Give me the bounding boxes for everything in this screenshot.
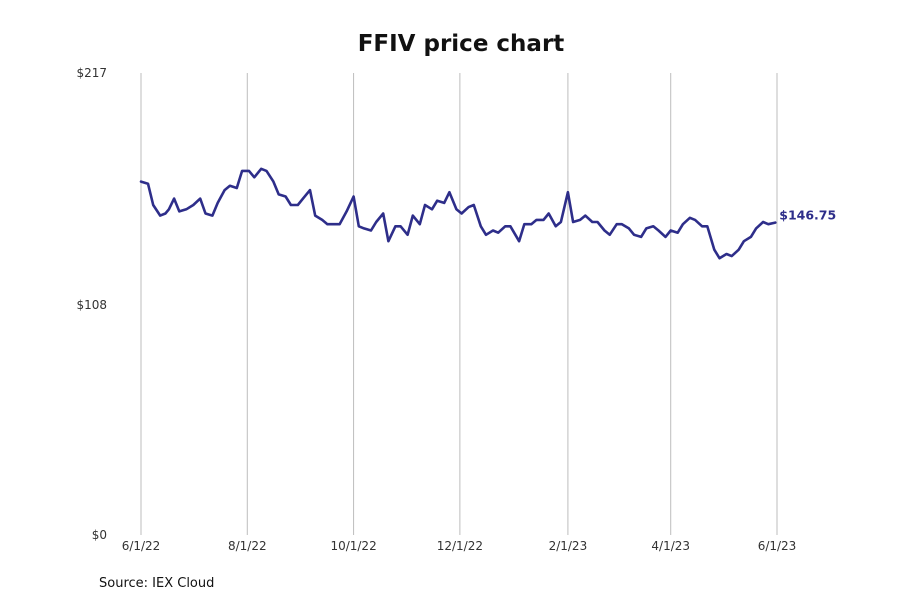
x-tick-label: 6/1/22 — [122, 539, 161, 553]
price-series-line — [139, 167, 777, 260]
chart-title: FFIV price chart — [358, 31, 565, 57]
y-axis-ticks: $0 $108 $217 — [76, 66, 107, 542]
y-tick-label: $217 — [76, 66, 107, 80]
x-tick-label: 2/1/23 — [549, 539, 588, 553]
gridlines — [140, 73, 778, 535]
x-tick-label: 8/1/22 — [228, 539, 267, 553]
x-tick-label: 10/1/22 — [330, 539, 376, 553]
y-tick-label: $0 — [92, 528, 107, 542]
last-price-label: $146.75 — [779, 208, 836, 223]
x-tick-label: 6/1/23 — [758, 539, 797, 553]
x-tick-label: 12/1/22 — [437, 539, 483, 553]
x-tick-label: 4/1/23 — [651, 539, 690, 553]
x-axis-ticks: 6/1/22 8/1/22 10/1/22 12/1/22 2/1/23 4/1/23 6/… — [122, 539, 797, 553]
y-tick-label: $108 — [76, 298, 107, 312]
source-note: Source: IEX Cloud — [99, 576, 214, 591]
